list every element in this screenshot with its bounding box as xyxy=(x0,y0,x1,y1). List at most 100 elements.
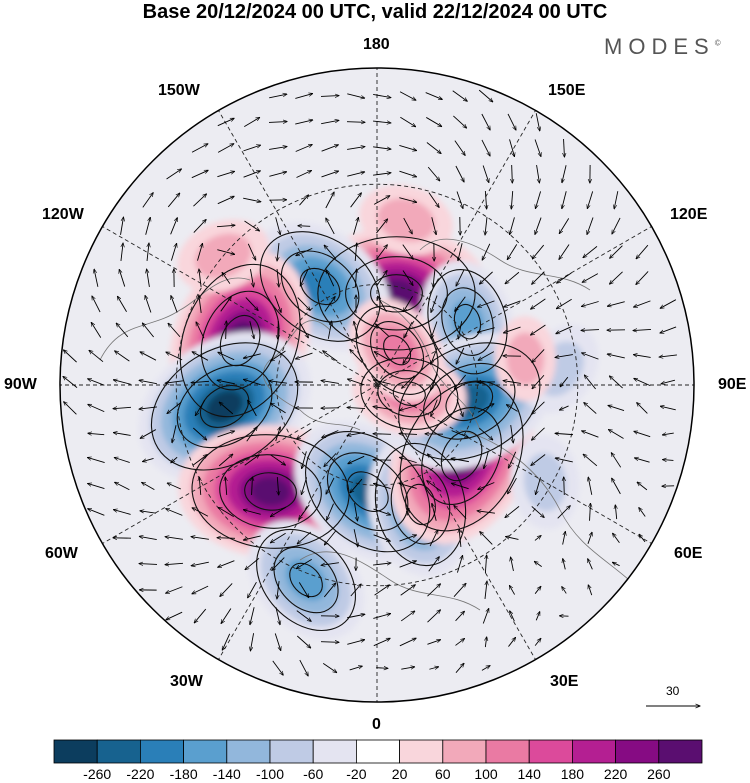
wind-vector xyxy=(612,478,621,495)
wind-vector xyxy=(482,243,491,260)
wind-vector xyxy=(199,477,201,496)
wind-vector xyxy=(302,451,307,468)
wind-vector xyxy=(402,375,415,389)
wind-vector xyxy=(275,607,280,625)
wind-vector xyxy=(226,321,227,340)
colorbar-segment xyxy=(226,739,271,764)
modes-logo: MODES© xyxy=(604,34,721,59)
wind-vector xyxy=(347,640,364,645)
wind-vector xyxy=(639,534,646,543)
wind-vector xyxy=(485,190,486,209)
wind-vector xyxy=(64,402,77,415)
wind-vector xyxy=(166,169,182,180)
colorbar-segment xyxy=(399,739,444,764)
wind-vector xyxy=(322,663,337,672)
wind-vector xyxy=(482,165,489,182)
contour-line xyxy=(317,236,476,351)
wind-vector xyxy=(274,295,281,313)
wind-vector xyxy=(607,301,625,307)
colorbar-tick-label: 20 xyxy=(391,766,408,782)
wind-vector xyxy=(247,243,255,260)
wind-vector xyxy=(252,477,253,496)
wind-vector xyxy=(217,118,234,127)
wind-vector xyxy=(91,322,102,338)
wind-vector xyxy=(195,400,206,415)
wind-vector xyxy=(296,247,313,255)
lon-label-120e: 120E xyxy=(670,206,708,223)
wind-vector xyxy=(429,667,438,669)
wind-vector xyxy=(611,453,622,468)
wind-vector xyxy=(350,349,363,363)
contour-line xyxy=(440,430,483,482)
wind-vector xyxy=(142,193,153,208)
wind-vector xyxy=(531,324,546,335)
contour-line xyxy=(326,452,409,532)
wind-vector xyxy=(220,297,232,312)
wind-vector xyxy=(407,509,409,516)
wind-vector xyxy=(250,607,255,624)
wind-vector xyxy=(170,243,176,261)
wind-vector xyxy=(245,557,260,569)
wind-vector xyxy=(587,191,594,208)
wind-vector xyxy=(63,350,77,363)
wind-vector xyxy=(400,585,416,596)
wind-vector xyxy=(433,269,435,287)
wind-vector xyxy=(478,482,495,489)
wind-vector xyxy=(378,296,387,313)
wind-vector xyxy=(509,585,515,595)
wind-vector xyxy=(165,380,183,383)
wind-vector xyxy=(454,505,467,519)
wind-vector xyxy=(192,455,207,466)
wind-vector xyxy=(376,219,387,234)
wind-vector xyxy=(350,478,363,493)
colorbar-tick-label: -180 xyxy=(169,766,198,782)
wind-vector xyxy=(199,269,202,287)
wind-vector xyxy=(453,583,466,598)
wind-vector xyxy=(534,536,541,541)
wind-vector xyxy=(373,614,390,619)
wind-vector xyxy=(399,638,416,647)
wind-vector xyxy=(166,586,183,594)
wind-vector xyxy=(347,172,364,177)
wind-vector xyxy=(278,320,279,339)
wind-vector xyxy=(608,405,625,412)
wind-vector xyxy=(581,301,599,306)
map-border xyxy=(59,67,695,703)
wind-vector xyxy=(88,433,105,434)
wind-vector xyxy=(243,379,261,386)
wind-vector xyxy=(277,476,278,495)
colorbar-tick-label: 220 xyxy=(603,766,628,782)
wind-vector xyxy=(277,581,280,599)
coastline xyxy=(99,277,251,361)
wind-vector xyxy=(532,271,545,285)
colorbar-tick-label: 100 xyxy=(474,766,498,782)
wind-vector xyxy=(373,407,391,410)
coastline xyxy=(263,320,361,431)
wind-vector xyxy=(608,430,624,439)
wind-vector xyxy=(324,297,335,312)
wind-vector xyxy=(403,217,413,234)
wind-vector xyxy=(455,296,466,312)
wind-vector xyxy=(399,170,416,177)
meridian-line xyxy=(218,110,378,386)
wind-vector xyxy=(373,563,391,566)
wind-vector xyxy=(615,505,616,520)
wind-vector xyxy=(535,477,541,494)
wind-vector xyxy=(535,191,542,208)
wind-vector xyxy=(116,323,129,338)
contour-line xyxy=(441,287,494,356)
colorbar-tick-label: -260 xyxy=(83,766,112,782)
colorbar xyxy=(53,739,703,764)
lon-label-150e: 150E xyxy=(548,82,586,99)
wind-vector xyxy=(508,477,517,494)
colorbar-tick-label: 60 xyxy=(435,766,451,782)
wind-vector xyxy=(113,510,131,515)
wind-vector xyxy=(196,322,205,339)
colorbar-segment xyxy=(96,739,141,764)
wind-vector xyxy=(431,399,438,417)
wind-vector xyxy=(218,352,235,361)
wind-vector xyxy=(481,666,490,671)
wind-vector xyxy=(373,93,391,97)
wind-vector xyxy=(353,217,359,235)
